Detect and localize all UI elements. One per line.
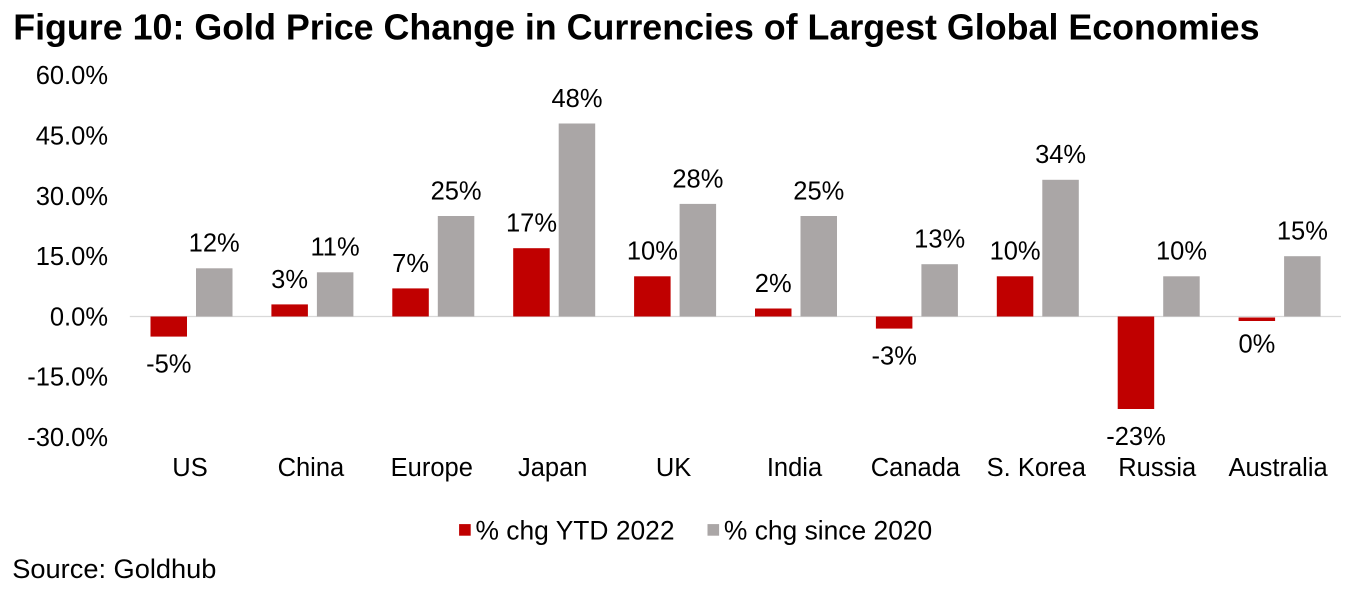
svg-text:Canada: Canada: [871, 454, 961, 482]
svg-text:45.0%: 45.0%: [36, 123, 108, 151]
svg-text:17%: 17%: [506, 210, 557, 238]
svg-text:% chg since 2020: % chg since 2020: [724, 516, 932, 546]
svg-text:S. Korea: S. Korea: [987, 454, 1087, 482]
svg-text:Figure 10: Gold Price Change i: Figure 10: Gold Price Change in Currenci…: [13, 7, 1259, 47]
svg-text:Source: Goldhub: Source: Goldhub: [12, 553, 216, 584]
svg-text:0%: 0%: [1238, 330, 1275, 358]
svg-text:-5%: -5%: [146, 351, 191, 379]
svg-text:28%: 28%: [672, 165, 723, 193]
svg-text:25%: 25%: [431, 177, 482, 205]
svg-text:Russia: Russia: [1118, 454, 1197, 482]
svg-text:-23%: -23%: [1106, 423, 1166, 451]
svg-text:11%: 11%: [311, 234, 360, 262]
svg-text:10%: 10%: [990, 238, 1041, 266]
svg-text:% chg YTD 2022: % chg YTD 2022: [476, 516, 675, 546]
svg-text:3%: 3%: [271, 266, 308, 294]
svg-text:US: US: [172, 454, 207, 482]
svg-text:Australia: Australia: [1228, 454, 1328, 482]
svg-text:India: India: [767, 454, 823, 482]
svg-text:60.0%: 60.0%: [36, 62, 108, 90]
svg-text:30.0%: 30.0%: [36, 183, 108, 211]
svg-text:2%: 2%: [755, 270, 792, 298]
svg-text:10%: 10%: [627, 238, 678, 266]
svg-text:12%: 12%: [189, 230, 240, 258]
svg-text:-30.0%: -30.0%: [27, 424, 108, 452]
svg-text:15.0%: 15.0%: [36, 243, 108, 271]
svg-text:13%: 13%: [914, 226, 965, 254]
svg-text:0.0%: 0.0%: [50, 303, 108, 331]
svg-text:7%: 7%: [392, 250, 429, 278]
svg-text:Europe: Europe: [391, 454, 473, 482]
svg-text:34%: 34%: [1035, 141, 1086, 169]
svg-text:-3%: -3%: [872, 343, 917, 371]
svg-text:UK: UK: [656, 454, 691, 482]
svg-text:-15.0%: -15.0%: [27, 364, 108, 392]
svg-text:15%: 15%: [1277, 218, 1328, 246]
svg-text:10%: 10%: [1156, 238, 1207, 266]
svg-text:25%: 25%: [793, 177, 844, 205]
svg-text:48%: 48%: [551, 85, 602, 113]
svg-text:Japan: Japan: [518, 454, 587, 482]
svg-text:China: China: [278, 454, 345, 482]
